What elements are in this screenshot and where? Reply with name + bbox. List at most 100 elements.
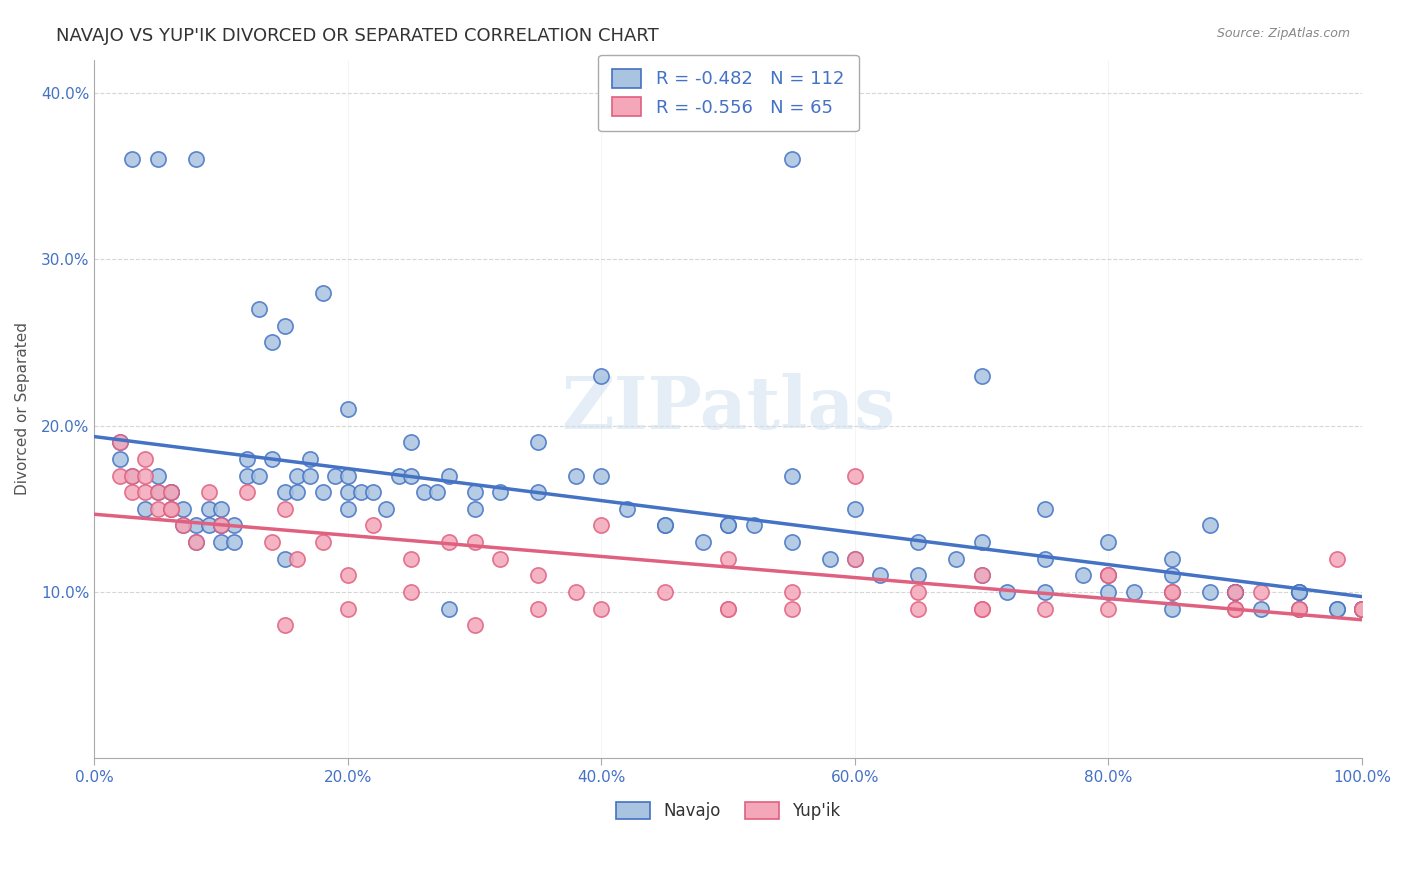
Point — [260, 335, 283, 350]
Point — [375, 501, 398, 516]
Point — [780, 468, 803, 483]
Point — [970, 601, 993, 615]
Point — [273, 551, 295, 566]
Point — [844, 551, 866, 566]
Point — [1288, 585, 1310, 599]
Point — [1097, 568, 1119, 582]
Point — [1097, 535, 1119, 549]
Point — [1326, 551, 1348, 566]
Point — [247, 468, 270, 483]
Point — [108, 435, 131, 450]
Point — [209, 518, 232, 533]
Point — [1225, 585, 1247, 599]
Point — [209, 518, 232, 533]
Point — [1071, 568, 1094, 582]
Point — [146, 153, 169, 167]
Point — [108, 468, 131, 483]
Point — [311, 285, 333, 300]
Point — [1160, 585, 1182, 599]
Point — [970, 568, 993, 582]
Point — [527, 485, 550, 500]
Point — [1097, 601, 1119, 615]
Point — [426, 485, 449, 500]
Point — [616, 501, 638, 516]
Point — [907, 568, 929, 582]
Point — [1351, 601, 1374, 615]
Point — [311, 485, 333, 500]
Point — [1033, 601, 1056, 615]
Point — [260, 451, 283, 466]
Point — [1288, 601, 1310, 615]
Point — [489, 551, 512, 566]
Point — [591, 368, 613, 383]
Point — [121, 468, 143, 483]
Point — [336, 601, 359, 615]
Point — [184, 535, 207, 549]
Point — [172, 518, 194, 533]
Point — [1225, 585, 1247, 599]
Y-axis label: Divorced or Separated: Divorced or Separated — [15, 322, 30, 495]
Point — [121, 485, 143, 500]
Point — [1225, 601, 1247, 615]
Point — [388, 468, 411, 483]
Point — [146, 468, 169, 483]
Point — [235, 468, 257, 483]
Point — [464, 535, 486, 549]
Point — [970, 535, 993, 549]
Point — [565, 468, 588, 483]
Point — [134, 501, 156, 516]
Point — [350, 485, 373, 500]
Point — [907, 585, 929, 599]
Point — [146, 485, 169, 500]
Point — [717, 601, 740, 615]
Point — [907, 601, 929, 615]
Legend: Navajo, Yup'ik: Navajo, Yup'ik — [603, 789, 853, 834]
Point — [260, 535, 283, 549]
Point — [439, 601, 461, 615]
Point — [401, 468, 423, 483]
Point — [970, 601, 993, 615]
Point — [565, 585, 588, 599]
Point — [970, 568, 993, 582]
Point — [172, 501, 194, 516]
Point — [1225, 601, 1247, 615]
Point — [247, 302, 270, 317]
Point — [273, 618, 295, 632]
Point — [336, 401, 359, 416]
Point — [527, 601, 550, 615]
Point — [717, 601, 740, 615]
Point — [844, 551, 866, 566]
Point — [285, 468, 308, 483]
Point — [285, 551, 308, 566]
Point — [273, 485, 295, 500]
Point — [336, 485, 359, 500]
Point — [780, 153, 803, 167]
Point — [1225, 585, 1247, 599]
Point — [527, 568, 550, 582]
Point — [159, 485, 181, 500]
Point — [197, 485, 219, 500]
Point — [742, 518, 765, 533]
Point — [1326, 601, 1348, 615]
Text: NAVAJO VS YUP'IK DIVORCED OR SEPARATED CORRELATION CHART: NAVAJO VS YUP'IK DIVORCED OR SEPARATED C… — [56, 27, 659, 45]
Point — [780, 585, 803, 599]
Point — [1160, 551, 1182, 566]
Point — [273, 318, 295, 333]
Point — [197, 518, 219, 533]
Point — [235, 485, 257, 500]
Point — [311, 535, 333, 549]
Point — [401, 435, 423, 450]
Point — [1351, 601, 1374, 615]
Point — [1033, 501, 1056, 516]
Point — [1326, 601, 1348, 615]
Point — [1160, 585, 1182, 599]
Point — [121, 468, 143, 483]
Point — [323, 468, 346, 483]
Point — [285, 485, 308, 500]
Point — [464, 501, 486, 516]
Point — [844, 468, 866, 483]
Point — [336, 568, 359, 582]
Point — [134, 468, 156, 483]
Point — [298, 451, 321, 466]
Point — [146, 501, 169, 516]
